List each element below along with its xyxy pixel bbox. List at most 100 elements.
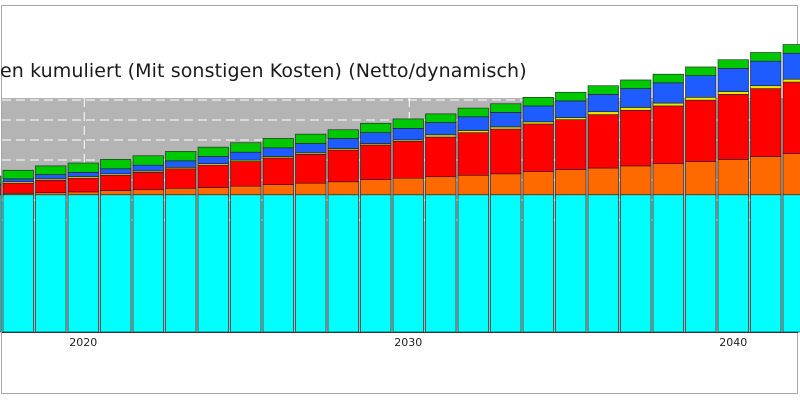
bar-segment: [522, 96, 554, 107]
bar-segment: [555, 100, 587, 118]
bar-segment: [522, 121, 554, 125]
bar-segment: [782, 81, 800, 154]
bar-segment: [587, 194, 619, 333]
bars: [0, 44, 800, 333]
bar-segment: [67, 177, 99, 193]
bar-segment: [717, 68, 749, 92]
bar-segment: [652, 73, 684, 84]
bar-segment: [327, 181, 359, 196]
bar-segment: [35, 180, 67, 193]
bar-segment: [100, 159, 132, 170]
bar-segment: [620, 107, 652, 111]
bar-segment: [360, 179, 392, 196]
bar-segment: [652, 194, 684, 333]
bar-segment: [360, 194, 392, 333]
bar-segment: [262, 194, 294, 333]
bar-segment: [165, 168, 197, 189]
bar-segment: [327, 149, 359, 183]
bar-segment: [360, 122, 392, 133]
bar-segment: [35, 192, 67, 196]
chart-title: en kumuliert (Mit sonstigen Kosten) (Net…: [0, 60, 527, 82]
bar-segment: [457, 174, 489, 196]
bar-segment: [555, 119, 587, 170]
bar-segment: [360, 132, 392, 144]
bar-segment: [490, 112, 522, 128]
bar-segment: [685, 194, 717, 333]
bar-segment: [295, 143, 327, 154]
bar-segment: [67, 162, 99, 173]
bar-segment: [425, 194, 457, 333]
bar-segment: [490, 126, 522, 130]
bar-segment: [522, 171, 554, 196]
bar-segment: [685, 161, 717, 196]
bar-segment: [717, 59, 749, 69]
bar-segment: [230, 161, 262, 187]
bar-segment: [620, 194, 652, 333]
bar-segment: [295, 133, 327, 144]
bar-segment: [100, 190, 132, 196]
bar-segment: [587, 111, 619, 115]
bar-segment: [197, 146, 229, 157]
bar-segment: [685, 66, 717, 76]
bar-segment: [0, 175, 2, 185]
bar-segment: [457, 130, 489, 133]
bar-segment: [782, 78, 800, 83]
bar-segment: [327, 138, 359, 149]
bar-segment: [2, 169, 34, 180]
bar-segment: [490, 103, 522, 113]
bar-segment: [392, 128, 424, 141]
bar-segment: [197, 194, 229, 333]
x-tick-label: 2040: [719, 336, 747, 349]
bar-segment: [230, 151, 262, 161]
bar-segment: [165, 187, 197, 196]
bar-segment: [457, 107, 489, 118]
bar-segment: [750, 194, 782, 333]
bar-segment: [132, 189, 164, 196]
bar-segment: [392, 177, 424, 196]
bar-segment: [360, 144, 392, 180]
bar-segment: [555, 91, 587, 102]
bar-segment: [100, 194, 132, 333]
bar-segment: [490, 173, 522, 196]
bar-segment: [490, 194, 522, 333]
bar-segment: [587, 114, 619, 169]
bar-segment: [750, 52, 782, 62]
bar-segment: [782, 194, 800, 333]
bar-segment: [132, 164, 164, 172]
bar-segment: [197, 164, 229, 188]
bar-segment: [457, 132, 489, 176]
bar-segment: [555, 169, 587, 196]
bar-segment: [197, 187, 229, 196]
bar-segment: [425, 113, 457, 123]
bar-segment: [587, 85, 619, 95]
bar-segment: [2, 178, 34, 183]
bar-segment: [35, 194, 67, 333]
bar-segment: [100, 174, 132, 191]
bar-segment: [0, 186, 2, 196]
bar-segment: [230, 185, 262, 196]
bar-segment: [100, 168, 132, 175]
bar-segment: [457, 116, 489, 131]
bar-segment: [295, 182, 327, 196]
bar-segment: [717, 159, 749, 196]
bar-segment: [295, 154, 327, 184]
bar-segment: [522, 105, 554, 123]
bar-segment: [230, 142, 262, 153]
bar-segment: [717, 94, 749, 160]
bar-segment: [685, 75, 717, 98]
x-tick-label: 2020: [69, 336, 97, 349]
bar-segment: [327, 194, 359, 333]
bar-segment: [295, 194, 327, 333]
bar-segment: [782, 52, 800, 80]
bar-segment: [685, 96, 717, 101]
bar-segment: [165, 194, 197, 333]
bar-segment: [555, 194, 587, 333]
bar-segment: [425, 122, 457, 136]
bar-segment: [750, 156, 782, 196]
bar-segment: [165, 160, 197, 168]
bar-segment: [750, 85, 782, 89]
bar-segment: [165, 151, 197, 162]
bar-segment: [652, 163, 684, 196]
bar-segment: [717, 91, 749, 95]
